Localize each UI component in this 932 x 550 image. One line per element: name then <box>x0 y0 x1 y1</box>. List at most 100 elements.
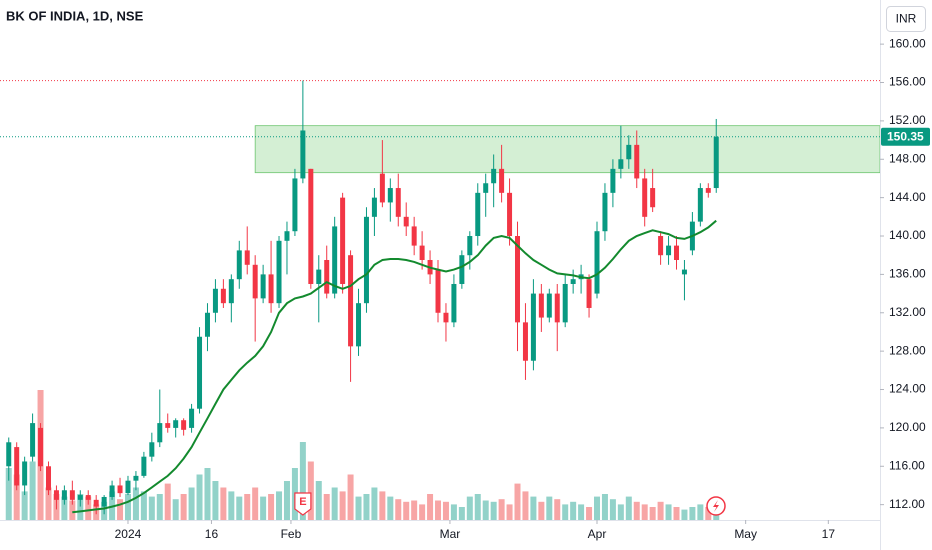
volume-bar <box>283 481 290 520</box>
volume-bar <box>180 494 187 520</box>
candle-body <box>634 144 640 179</box>
volume-bar <box>339 491 346 520</box>
candle-body <box>546 293 552 318</box>
candle-body <box>459 255 465 284</box>
candle-body <box>212 288 218 313</box>
volume-bar <box>85 496 92 520</box>
volume-bar <box>594 496 601 520</box>
candle-body <box>117 485 123 494</box>
volume-bar <box>331 487 338 520</box>
candle-body <box>570 279 576 284</box>
volume-bar <box>371 487 378 520</box>
volume-bar <box>61 496 68 520</box>
volume-bar <box>427 494 434 520</box>
volume-bar <box>299 442 306 520</box>
y-tick-label: 152.00 <box>889 113 926 127</box>
candle-body <box>316 269 322 284</box>
candle-body <box>324 260 330 294</box>
candle-body <box>515 236 521 323</box>
volume-bar <box>156 494 163 520</box>
candle-body <box>308 168 314 284</box>
candle-body <box>499 168 505 193</box>
volume-bar <box>570 501 577 520</box>
y-tick-label: 136.00 <box>889 267 926 281</box>
volume-bar <box>609 499 616 520</box>
candle-body <box>443 312 449 323</box>
volume-bar <box>562 504 569 520</box>
volume-bar <box>228 491 235 520</box>
alert-icon[interactable] <box>706 496 726 516</box>
candle-body <box>77 495 83 500</box>
y-tick-label: 160.00 <box>889 36 926 50</box>
candle-body <box>538 293 544 318</box>
candle-body <box>268 274 274 304</box>
candle-body <box>713 136 719 189</box>
candle-body <box>610 168 616 193</box>
candle-body <box>483 183 489 193</box>
candle-body <box>491 168 497 184</box>
candle-body <box>650 188 656 208</box>
volume-bar <box>315 481 322 520</box>
candle-body <box>69 490 75 500</box>
candle-body <box>642 178 648 217</box>
x-tick-label: 16 <box>205 527 219 541</box>
volume-bar <box>498 499 505 520</box>
volume-bar <box>124 494 131 520</box>
candle-body <box>149 442 155 457</box>
candle-body <box>6 442 12 467</box>
y-tick-label: 124.00 <box>889 382 926 396</box>
volume-bar <box>69 500 76 520</box>
currency-box[interactable] <box>886 6 926 32</box>
last-price-label: 150.35 <box>887 129 924 143</box>
volume-bar <box>244 494 251 520</box>
volume-bar <box>641 504 648 520</box>
candle-body <box>475 192 481 237</box>
candle-body <box>658 236 664 256</box>
last-price-box <box>881 127 930 146</box>
volume-bar <box>172 499 179 520</box>
candle-body <box>157 423 163 443</box>
x-tick-label: May <box>734 527 757 541</box>
volume-bar <box>236 496 243 520</box>
volume-bar <box>220 487 227 520</box>
candle-body <box>189 408 195 428</box>
volume-bar <box>77 494 84 520</box>
volume-bar <box>363 494 370 520</box>
y-tick-label: 132.00 <box>889 305 926 319</box>
volume-bar <box>450 504 457 520</box>
volume-bar <box>29 461 36 520</box>
volume-bar <box>554 499 561 520</box>
volume-bar <box>355 496 362 520</box>
y-tick-label: 120.00 <box>889 420 926 434</box>
volume-bar <box>419 504 426 520</box>
plot-area <box>0 80 881 520</box>
candle-body <box>356 303 362 347</box>
volume-bar <box>482 500 489 520</box>
candle-body <box>244 250 250 265</box>
volume-bar <box>307 461 314 520</box>
volume-bar <box>188 487 195 520</box>
currency[interactable]: INR <box>896 12 917 26</box>
candle-body <box>666 245 672 256</box>
candle-body <box>562 283 568 323</box>
x-tick-label: Mar <box>440 527 461 541</box>
volume-bar <box>673 507 680 520</box>
y-tick-label: 116.00 <box>889 458 925 472</box>
volume-bar <box>538 501 545 520</box>
volume-bar <box>268 494 275 520</box>
candle-body <box>260 274 266 299</box>
volume-bar <box>681 509 688 520</box>
candle-body <box>45 466 51 491</box>
y-tick-label: 144.00 <box>889 190 926 204</box>
candle-body <box>705 188 711 193</box>
candle-body <box>133 475 139 481</box>
candle-body <box>530 293 536 361</box>
candle-body <box>197 336 203 409</box>
volume-bar <box>323 494 330 520</box>
y-tick-label: 148.00 <box>889 151 926 165</box>
candle-body <box>554 293 560 323</box>
candle-body <box>109 485 115 497</box>
volume-bar <box>578 504 585 520</box>
candle-body <box>53 490 59 500</box>
